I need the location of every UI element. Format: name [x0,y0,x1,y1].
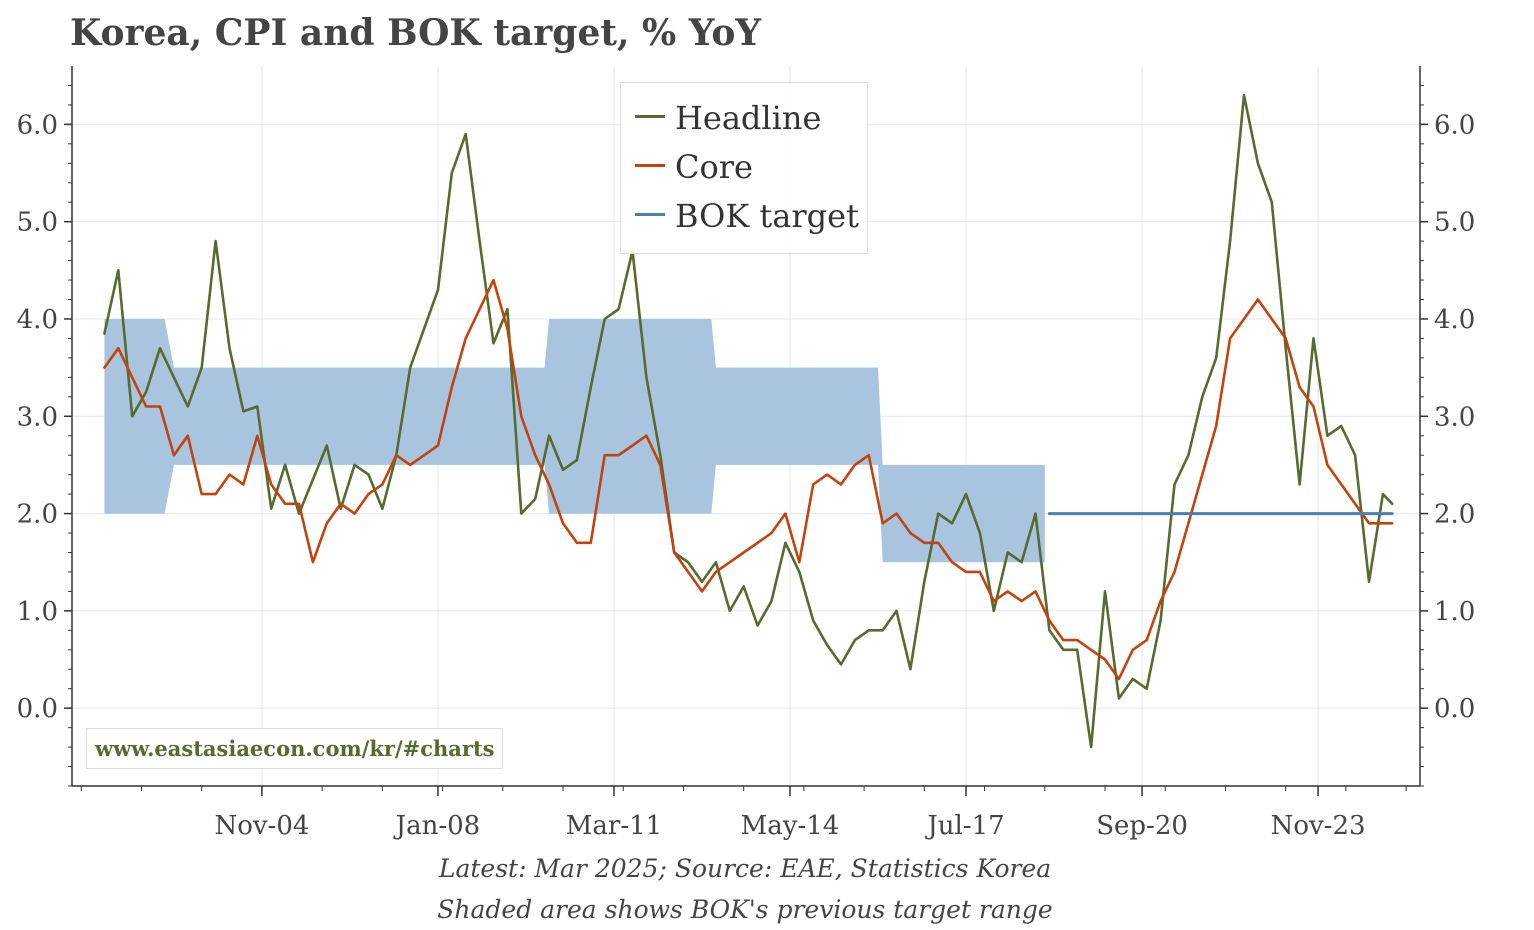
x-tick-label-6: Nov-23 [1271,811,1366,841]
legend-swatch-headline [635,115,665,118]
headline-line [103,93,1394,749]
y-tick-label-left-4: 4.0 [17,305,58,335]
y-tick-label-left-0: 0.0 [17,694,58,724]
y-tick-label-right-3: 3.0 [1434,402,1475,432]
footer-source-note: Latest: Mar 2025; Source: EAE, Statistic… [438,854,1052,883]
legend-label-core: Core [675,148,753,186]
y-tick-label-left-1: 1.0 [17,597,58,627]
y-tick-label-left-3: 3.0 [17,402,58,432]
previous-target-range-area [104,319,1045,563]
y-tick-label-right-2: 2.0 [1434,500,1475,530]
legend-label-bok-target: BOK target [675,197,859,235]
y-tick-label-right-6: 6.0 [1434,110,1475,140]
axis-layer [64,66,1428,796]
y-tick-label-right-4: 4.0 [1434,305,1475,335]
x-tick-label-3: May-14 [741,811,840,841]
chart-title: Korea, CPI and BOK target, % YoY [70,12,762,54]
y-tick-label-left-5: 5.0 [17,208,58,238]
tick-label-layer: 0.0 0.0 1.0 1.0 2.0 2.0 3.0 3.0 4.0 4.0 5.0 5.0 6.0 6… [17,110,1476,841]
series-layer [103,93,1394,749]
core-line [103,278,1394,681]
x-tick-label-5: Sep-20 [1096,811,1188,841]
footer-shading-note: Shaded area shows BOK's previous target … [437,895,1053,924]
legend-label-headline: Headline [675,99,822,137]
x-tick-label-2: Mar-11 [566,811,662,841]
legend-item-bok-target: BOK target [635,197,859,235]
legend: Headline Core BOK target [620,82,868,254]
legend-item-core: Core [635,148,753,186]
y-tick-label-right-0: 0.0 [1434,694,1475,724]
previous-target-range-band [104,319,1045,563]
watermark-link[interactable]: www.eastasiaecon.com/kr/#charts [86,728,504,769]
x-tick-label-0: Nov-04 [214,811,309,841]
y-tick-label-right-5: 5.0 [1434,208,1475,238]
y-tick-label-left-6: 6.0 [17,110,58,140]
legend-item-headline: Headline [635,99,821,137]
y-tick-label-left-2: 2.0 [17,500,58,530]
legend-swatch-bok-target [635,213,665,216]
y-tick-label-right-1: 1.0 [1434,597,1475,627]
x-tick-label-4: Jul-17 [924,811,1004,841]
legend-swatch-core [635,164,665,167]
x-tick-label-1: Jan-08 [393,811,481,841]
